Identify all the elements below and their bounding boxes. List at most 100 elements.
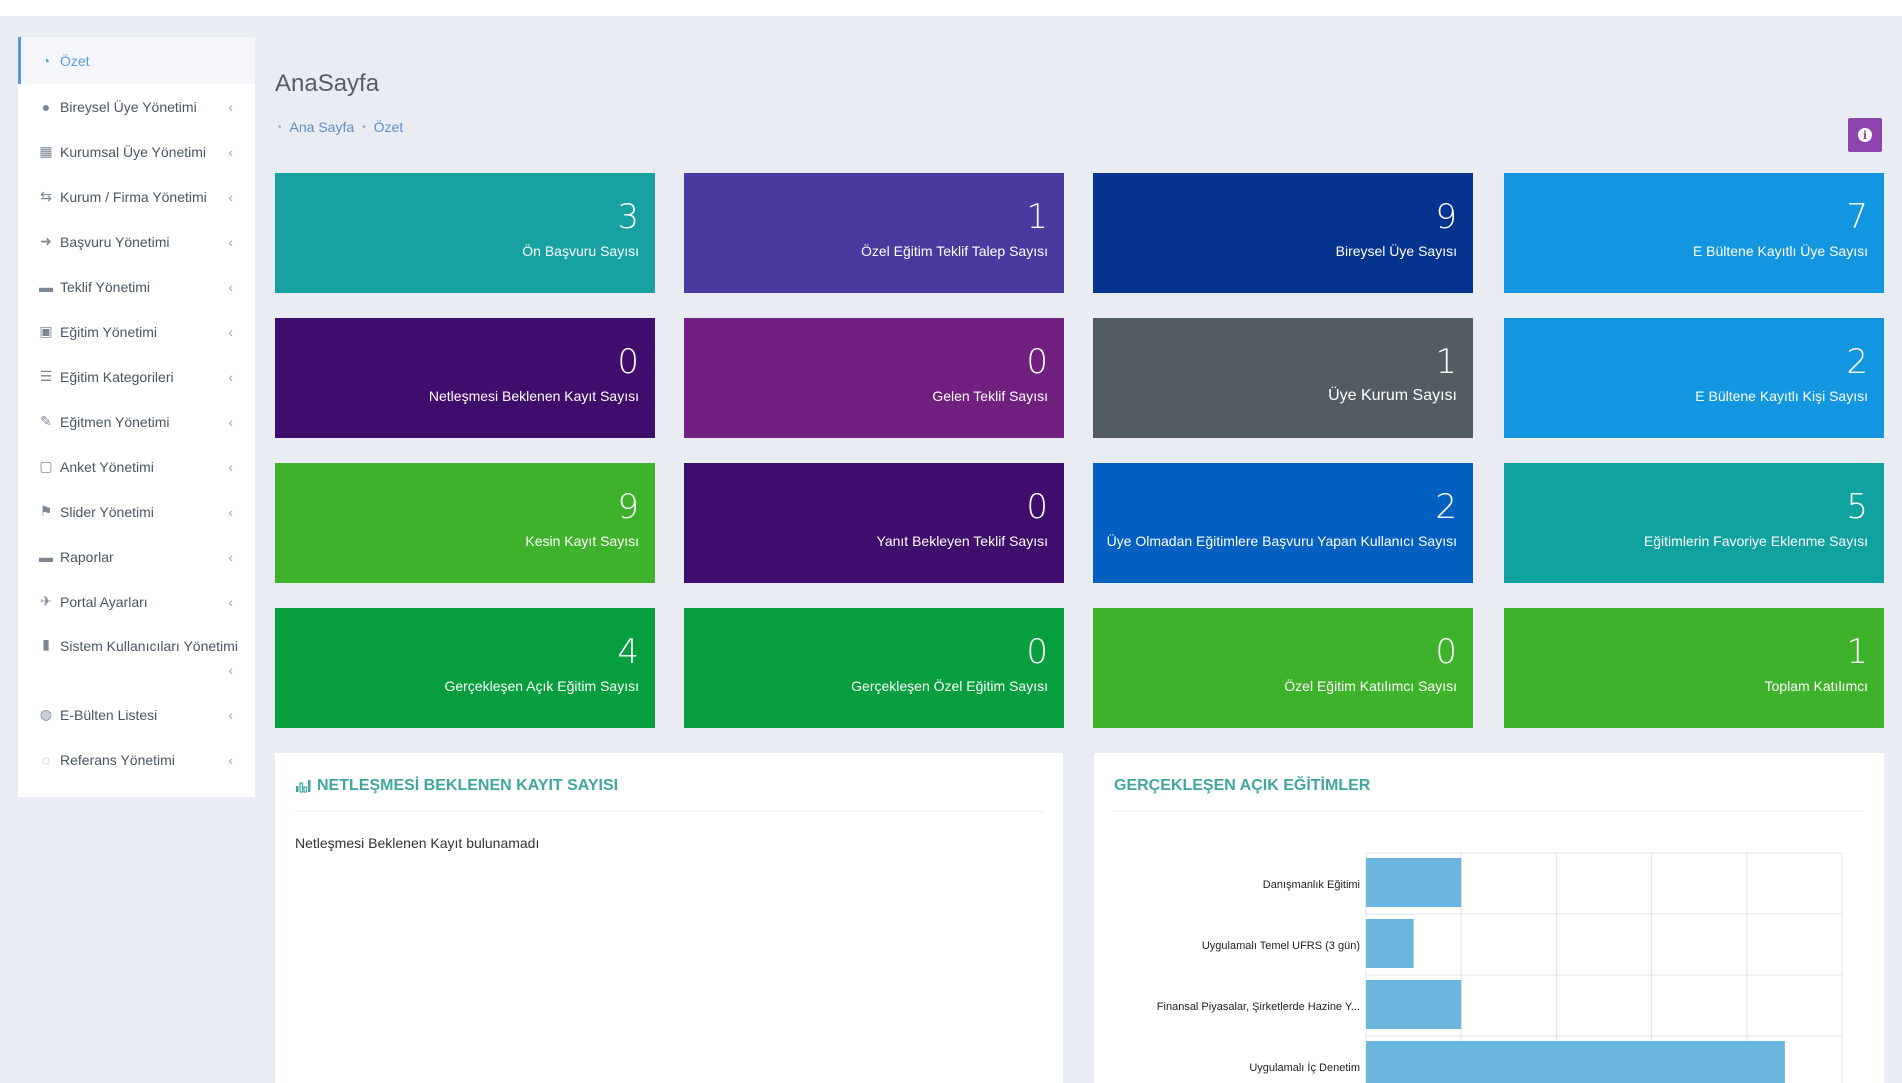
- pending-records-title-text: NETLEŞMESİ BEKLENEN KAYIT SAYISI: [317, 777, 619, 794]
- stat-value: 3: [617, 197, 639, 237]
- stat-label: Özel Eğitim Katılımcı Sayısı: [1284, 678, 1457, 694]
- stat-tile-5[interactable]: 0 Gelen Teklif Sayısı: [684, 318, 1064, 438]
- chevron-left-icon: ‹: [228, 368, 233, 385]
- sidebar-item-15[interactable]: ◌ Referans Yönetimi ‹: [18, 737, 255, 782]
- sidebar-menu: ◔ Özet ● Bireysel Üye Yönetimi ‹ ▦ Kurumsal Üy…: [18, 37, 255, 782]
- sidebar-item-1[interactable]: ● Bireysel Üye Yönetimi ‹: [18, 84, 255, 129]
- stat-value: 9: [617, 487, 639, 527]
- info-icon: i: [1858, 128, 1872, 142]
- flag-icon: ⚑: [39, 503, 53, 519]
- stat-tile-1[interactable]: 1 Özel Eğitim Teklif Talep Sayısı: [684, 173, 1064, 293]
- open-trainings-title-text: GERÇEKLEŞEN AÇIK EĞİTİMLER: [1114, 777, 1371, 794]
- chevron-left-icon: ‹: [228, 143, 233, 160]
- sidebar-item-5[interactable]: ▬ Teklif Yönetimi ‹: [18, 264, 255, 309]
- sidebar-item-4[interactable]: ➜ Başvuru Yönetimi ‹: [18, 219, 255, 264]
- stat-tile-13[interactable]: 0 Gerçekleşen Özel Eğitim Sayısı: [684, 608, 1064, 728]
- stat-tile-15[interactable]: 1 Toplam Katılımcı: [1504, 608, 1884, 728]
- chart-bar-0[interactable]: [1366, 858, 1462, 907]
- pending-records-panel: NETLEŞMESİ BEKLENEN KAYIT SAYISI Netleşm…: [275, 753, 1063, 1083]
- sidebar-item-6[interactable]: ▣ Eğitim Yönetimi ‹: [18, 309, 255, 354]
- sidebar-item-label: Referans Yönetimi: [60, 751, 175, 768]
- pending-records-title: NETLEŞMESİ BEKLENEN KAYIT SAYISI: [295, 777, 618, 795]
- calendar-icon: ▢: [39, 458, 53, 474]
- chevron-left-icon: ‹: [228, 98, 233, 115]
- chevron-left-icon: ‹: [228, 662, 233, 678]
- stat-tile-9[interactable]: 0 Yanıt Bekleyen Teklif Sayısı: [684, 463, 1064, 583]
- stat-value: 1: [1435, 342, 1457, 382]
- sidebar-item-10[interactable]: ⚑ Slider Yönetimi ‹: [18, 489, 255, 534]
- stat-tile-3[interactable]: 7 E Bültene Kayıtlı Üye Sayısı: [1504, 173, 1884, 293]
- sidebar-item-13[interactable]: ▮ Sistem Kullanıcıları Yönetimi ‹: [18, 624, 255, 692]
- sidebar-item-7[interactable]: ☰ Eğitim Kategorileri ‹: [18, 354, 255, 399]
- chevron-left-icon: ‹: [228, 706, 233, 723]
- stat-value: 4: [617, 632, 639, 672]
- sidebar-item-2[interactable]: ▦ Kurumsal Üye Yönetimi ‹: [18, 129, 255, 174]
- stat-label: Netleşmesi Beklenen Kayıt Sayısı: [428, 388, 639, 404]
- sidebar-item-label: Kurum / Firma Yönetimi: [60, 188, 207, 205]
- handshake-icon: ⇆: [40, 188, 52, 204]
- stat-label: Üye Olmadan Eğitimlere Başvuru Yapan Kul…: [1106, 533, 1457, 549]
- open-trainings-title: GERÇEKLEŞEN AÇIK EĞİTİMLER: [1114, 777, 1370, 795]
- stat-label: Özel Eğitim Teklif Talep Sayısı: [860, 243, 1048, 259]
- stat-label: Bireysel Üye Sayısı: [1335, 243, 1457, 259]
- stat-value: 1: [1026, 197, 1048, 237]
- page-title: AnaSayfa: [275, 70, 380, 97]
- sidebar-item-11[interactable]: ▬ Raporlar ‹: [18, 534, 255, 579]
- stat-value: 7: [1846, 197, 1868, 237]
- sidebar-item-label: E-Bülten Listesi: [60, 706, 158, 723]
- stat-tile-2[interactable]: 9 Bireysel Üye Sayısı: [1093, 173, 1473, 293]
- stat-value: 9: [1435, 197, 1457, 237]
- stat-label: Eğitimlerin Favoriye Eklenme Sayısı: [1643, 533, 1868, 549]
- stat-tile-4[interactable]: 0 Netleşmesi Beklenen Kayıt Sayısı: [275, 318, 655, 438]
- stat-tile-10[interactable]: 2 Üye Olmadan Eğitimlere Başvuru Yapan Ku…: [1093, 463, 1473, 583]
- stat-tile-8[interactable]: 9 Kesin Kayıt Sayısı: [275, 463, 655, 583]
- sidebar-item-0[interactable]: ◔ Özet: [18, 37, 255, 84]
- chart-bar-3[interactable]: [1366, 1041, 1785, 1083]
- stat-label: Gelen Teklif Sayısı: [932, 388, 1048, 404]
- chevron-left-icon: ‹: [228, 458, 233, 475]
- stat-value: 0: [1026, 632, 1048, 672]
- open-trainings-chart: Danışmanlık Eğitimi Uygulamalı Temel UFRS…: [1157, 852, 1843, 1083]
- chevron-left-icon: ‹: [228, 751, 233, 768]
- stat-tile-12[interactable]: 4 Gerçekleşen Açık Eğitim Sayısı: [275, 608, 655, 728]
- sidebar-item-8[interactable]: ✎ Eğitmen Yönetimi ‹: [18, 399, 255, 444]
- stat-tile-0[interactable]: 3 Ön Başvuru Sayısı: [275, 173, 655, 293]
- chevron-left-icon: ‹: [228, 323, 233, 340]
- sidebar-item-label: Portal Ayarları: [60, 593, 148, 610]
- breadcrumb-separator: •: [362, 121, 366, 133]
- stat-value: 5: [1846, 487, 1868, 527]
- comment-icon: ◌: [41, 751, 51, 768]
- stat-tile-14[interactable]: 0 Özel Eğitim Katılımcı Sayısı: [1093, 608, 1473, 728]
- stat-tile-7[interactable]: 2 E Bültene Kayıtlı Kişi Sayısı: [1504, 318, 1884, 438]
- briefcase-icon: ▬: [39, 548, 53, 565]
- info-button[interactable]: i: [1848, 118, 1882, 152]
- open-trainings-panel: GERÇEKLEŞEN AÇIK EĞİTİMLER Danışmanlık E…: [1094, 753, 1884, 1083]
- breadcrumb-current[interactable]: Özet: [373, 119, 404, 135]
- sidebar-item-14[interactable]: ◍ E-Bülten Listesi ‹: [18, 692, 255, 737]
- stat-value: 0: [1026, 342, 1048, 382]
- breadcrumb-home-link[interactable]: Ana Sayfa: [289, 119, 355, 135]
- sidebar-item-label: Sistem Kullanıcıları Yönetimi: [60, 638, 238, 654]
- wrench-icon: ✈: [40, 593, 52, 609]
- sidebar: ◔ Özet ● Bireysel Üye Yönetimi ‹ ▦ Kurumsal Üy…: [18, 37, 255, 797]
- stat-value: 0: [617, 342, 639, 382]
- sidebar-item-label: Başvuru Yönetimi: [60, 233, 170, 250]
- sidebar-item-9[interactable]: ▢ Anket Yönetimi ‹: [18, 444, 255, 489]
- empty-state-text: Netleşmesi Beklenen Kayıt bulunamadı: [295, 835, 540, 851]
- building-icon: ▦: [39, 143, 53, 159]
- stat-tile-11[interactable]: 5 Eğitimlerin Favoriye Eklenme Sayısı: [1504, 463, 1884, 583]
- list-icon: ☰: [39, 368, 53, 384]
- chevron-left-icon: ‹: [228, 413, 233, 430]
- divider: [1114, 811, 1864, 812]
- pencil-icon: ✎: [40, 413, 52, 429]
- chart-bar-2[interactable]: [1366, 980, 1462, 1029]
- sidebar-item-12[interactable]: ✈ Portal Ayarları ‹: [18, 579, 255, 624]
- stat-value: 0: [1026, 487, 1048, 527]
- chart-bar-1[interactable]: [1366, 919, 1414, 968]
- stat-tile-6[interactable]: 1 Üye Kurum Sayısı: [1093, 318, 1473, 438]
- chevron-left-icon: ‹: [228, 548, 233, 565]
- stat-value: 2: [1435, 487, 1457, 527]
- bar-chart-icon: [296, 780, 311, 793]
- sidebar-item-3[interactable]: ⇆ Kurum / Firma Yönetimi ‹: [18, 174, 255, 219]
- top-bar: [0, 0, 1902, 16]
